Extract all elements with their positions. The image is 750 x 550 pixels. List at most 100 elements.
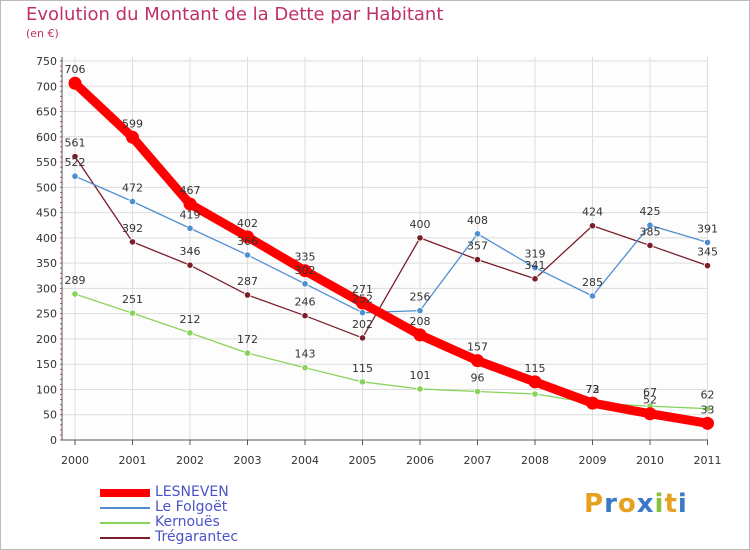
data-label-tregarantec: 385 [640, 225, 661, 238]
x-tick-label: 2000 [61, 454, 89, 467]
data-label-le-folgoet: 252 [352, 293, 373, 306]
data-label-kernoues: 101 [410, 369, 431, 382]
data-label-le-folgoet: 302 [295, 264, 316, 277]
chart-title: Evolution du Montant de la Dette par Hab… [26, 4, 444, 25]
proxiti-logo: Proxiti [584, 489, 688, 519]
data-point-tregarantec [646, 241, 654, 250]
x-tick-label: 2006 [406, 454, 434, 467]
data-point-tregarantec [128, 238, 137, 246]
data-point-kernoues [358, 378, 367, 386]
data-point-lesneven [471, 354, 484, 368]
data-point-lesneven [68, 76, 82, 90]
x-tick-label: 2011 [694, 454, 722, 467]
x-tick-label: 2008 [521, 454, 549, 467]
data-label-lesneven: 33 [701, 403, 715, 416]
logo-letter: P [584, 489, 605, 519]
data-label-lesneven: 706 [65, 63, 86, 76]
data-label-lesneven: 271 [352, 283, 373, 296]
data-point-kernoues [531, 390, 539, 398]
data-point-le-folgoet [646, 221, 654, 229]
data-label-kernoues: 289 [65, 274, 86, 287]
data-point-lesneven [586, 396, 599, 410]
y-tick-label: 350 [36, 257, 57, 270]
y-tick-label: 750 [36, 55, 57, 68]
data-point-le-folgoet [416, 307, 424, 315]
y-tick-label: 300 [36, 282, 57, 295]
x-tick-label: 2005 [349, 454, 377, 467]
y-tick-label: 550 [36, 156, 57, 169]
data-point-lesneven [643, 407, 657, 421]
data-point-le-folgoet [71, 172, 79, 180]
data-point-tregarantec [301, 312, 309, 320]
logo-letter: i [654, 489, 665, 519]
data-label-lesneven: 402 [237, 217, 258, 230]
data-point-le-folgoet [301, 280, 309, 288]
data-label-le-folgoet: 522 [65, 156, 86, 169]
data-label-kernoues: 115 [352, 362, 373, 375]
y-tick-label: 200 [36, 333, 57, 346]
data-point-tregarantec [243, 291, 252, 299]
legend-item-le-folgoet: Le Folgoët [100, 499, 320, 516]
data-point-le-folgoet [128, 197, 137, 206]
data-label-lesneven: 73 [586, 383, 600, 396]
logo-letter: t [664, 489, 678, 519]
plot-area [62, 57, 708, 440]
series-line-tregarantec [74, 155, 709, 339]
data-point-kernoues [128, 309, 137, 317]
data-label-kernoues: 96 [471, 371, 485, 384]
data-point-lesneven [356, 296, 369, 310]
data-label-lesneven: 52 [643, 394, 657, 407]
data-label-le-folgoet: 425 [640, 205, 661, 218]
logo-letter: x [636, 489, 655, 519]
data-label-tregarantec: 346 [180, 245, 201, 258]
chart-subtitle: (en €) [26, 27, 59, 40]
series-line-le-folgoet [74, 175, 709, 314]
legend-label-kernoues: Kernouës [155, 514, 220, 530]
y-tick-label: 700 [36, 80, 57, 93]
y-tick-label: 650 [36, 106, 57, 119]
data-label-lesneven: 335 [295, 251, 316, 264]
data-label-lesneven: 157 [467, 341, 488, 354]
data-point-tregarantec [703, 262, 712, 270]
y-tick-label: 0 [50, 434, 57, 447]
x-tick-label: 2002 [176, 454, 204, 467]
data-label-kernoues: 143 [295, 348, 316, 361]
data-label-kernoues: 172 [237, 333, 258, 346]
legend-item-lesneven: LESNEVEN [100, 484, 320, 501]
data-label-tregarantec: 287 [237, 275, 258, 288]
data-point-lesneven [183, 197, 197, 211]
legend-swatch-lesneven [100, 489, 150, 497]
data-label-kernoues: 67 [643, 386, 657, 399]
data-point-tregarantec [186, 261, 194, 269]
data-label-le-folgoet: 256 [410, 291, 431, 304]
data-point-le-folgoet [186, 224, 194, 232]
data-point-le-folgoet [243, 251, 252, 259]
data-point-tregarantec [588, 222, 597, 230]
y-tick-label: 150 [36, 358, 57, 371]
x-tick-label: 2007 [464, 454, 492, 467]
data-label-tregarantec: 246 [295, 296, 316, 309]
legend-label-tregarantec: Trégarantec [155, 529, 239, 545]
data-point-kernoues [71, 290, 79, 298]
data-label-lesneven: 208 [410, 315, 431, 328]
data-label-le-folgoet: 419 [180, 208, 201, 221]
data-label-tregarantec: 400 [410, 218, 431, 231]
data-label-le-folgoet: 391 [697, 222, 718, 235]
data-label-tregarantec: 392 [122, 222, 143, 235]
logo-letter: o [617, 489, 637, 519]
legend-swatch-tregarantec [100, 537, 150, 539]
data-point-kernoues [243, 349, 252, 357]
data-point-kernoues [186, 329, 194, 337]
data-label-le-folgoet: 319 [525, 248, 546, 261]
data-label-kernoues: 251 [122, 293, 143, 306]
logo-letter: i [677, 489, 688, 519]
y-tick-label: 50 [43, 409, 57, 422]
data-point-tregarantec [71, 152, 79, 161]
data-label-tregarantec: 345 [697, 246, 718, 259]
data-point-lesneven [241, 230, 254, 244]
x-tick-label: 2001 [119, 454, 147, 467]
data-label-kernoues: 72 [586, 383, 600, 396]
x-tick-label: 2010 [636, 454, 664, 467]
logo-letter: r [604, 489, 618, 519]
x-tick-label: 2004 [291, 454, 319, 467]
